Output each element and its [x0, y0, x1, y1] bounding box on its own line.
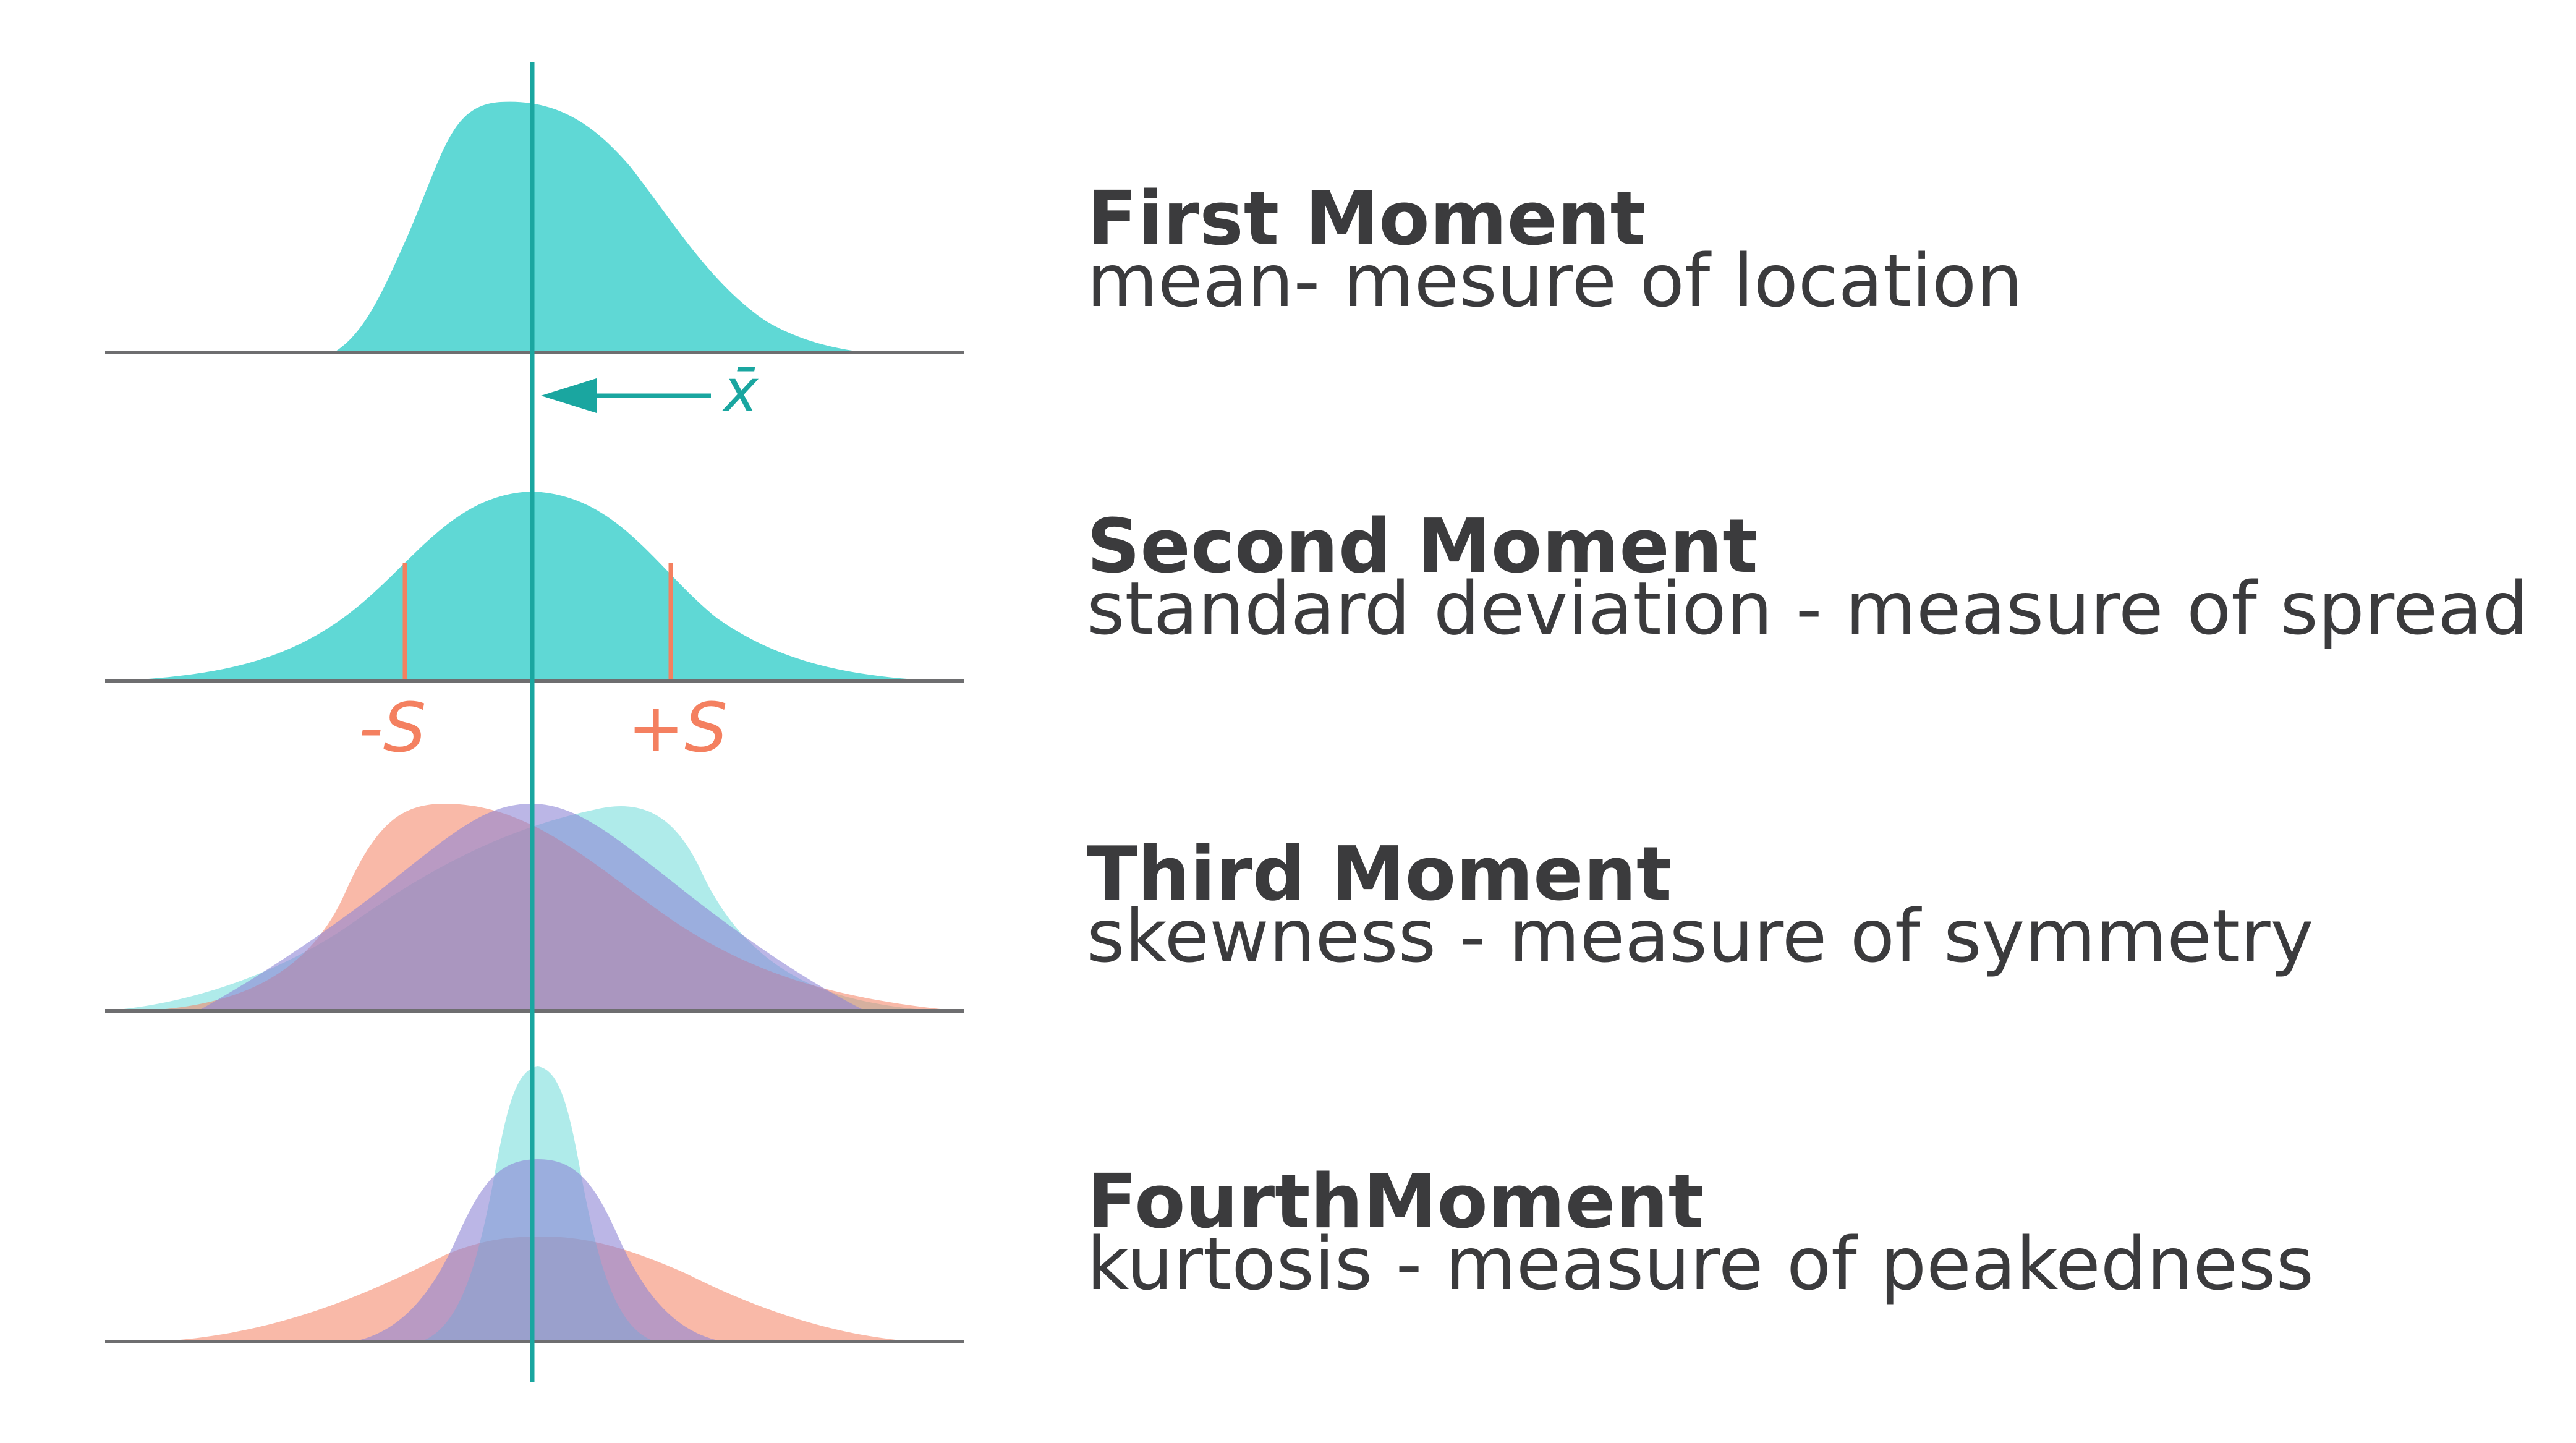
panel-third-moment	[105, 804, 964, 1013]
panel-first-moment: x̄	[105, 101, 964, 425]
left-arrow-icon	[541, 378, 597, 413]
second-moment-title: Second Moment	[1087, 504, 1758, 590]
plus-s-label: +S	[627, 688, 728, 767]
third-moment-title: Third Moment	[1087, 832, 1672, 917]
second-moment-description: standard deviation - measure of spread	[1087, 566, 2528, 651]
first-moment-description: mean- mesure of location	[1087, 238, 2023, 323]
mean-symbol: x̄	[721, 357, 759, 425]
minus-s-label: -S	[359, 688, 427, 767]
fourth-moment-purple-curve	[352, 1159, 723, 1342]
first-moment-curve	[334, 101, 865, 352]
third-moment-description: skewness - measure of symmetry	[1087, 893, 2313, 979]
second-moment-curve	[105, 492, 946, 681]
first-moment-title: First Moment	[1087, 176, 1646, 262]
panel-fourth-moment	[105, 1066, 964, 1343]
panel-second-moment: -S +S	[105, 492, 964, 767]
fourth-moment-description: kurtosis - measure of peakedness	[1087, 1221, 2314, 1306]
fourth-moment-title: FourthMoment	[1087, 1159, 1704, 1245]
